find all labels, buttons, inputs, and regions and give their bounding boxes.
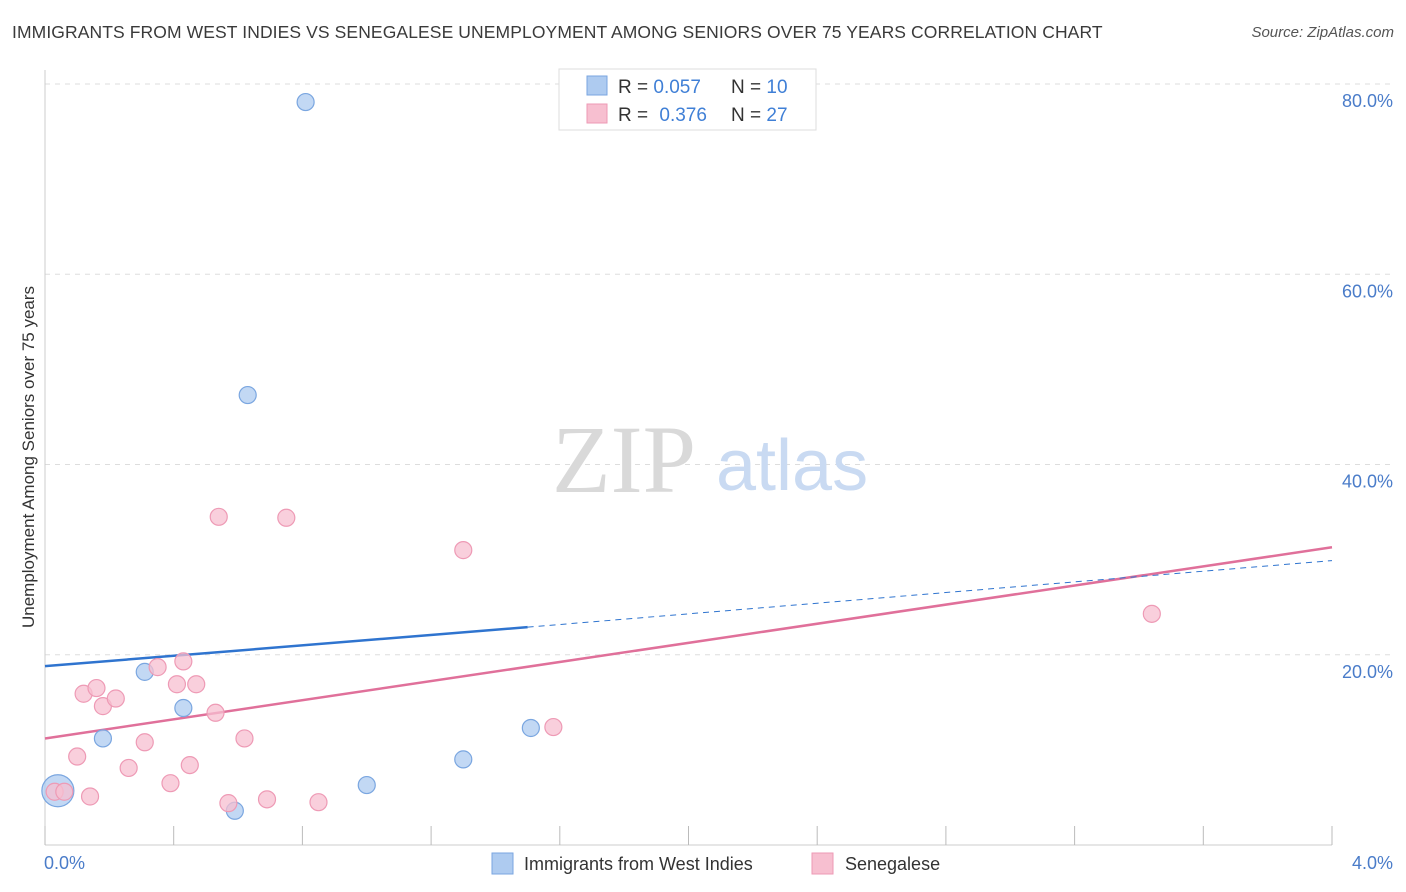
point-senegalese (235, 729, 254, 748)
stats-box: R = 0.057 N = 10 R = 0.376 N = 27 (558, 68, 817, 131)
point-senegalese (80, 787, 100, 806)
point-senegalese (119, 758, 138, 778)
legend-swatch-senegalese (811, 852, 834, 875)
svg-text:R = 0.057: R = 0.057 (618, 77, 701, 98)
y-axis-title: Unemployment Among Seniors over 75 years (19, 286, 38, 628)
stats-r-label: R = (618, 105, 653, 126)
stats-swatch-blue (586, 75, 608, 96)
stats-n-value-blue: 10 (766, 77, 787, 98)
point-west-indies (238, 385, 257, 405)
legend-label-senegalese: Senegalese (845, 854, 940, 874)
point-senegalese (135, 733, 154, 752)
point-senegalese (68, 747, 87, 766)
point-senegalese (1142, 604, 1161, 623)
point-senegalese (206, 703, 225, 722)
point-senegalese (187, 675, 206, 694)
data-points (41, 92, 1161, 820)
point-senegalese (277, 508, 296, 527)
legend-label-west-indies: Immigrants from West Indies (524, 854, 753, 874)
y-tick-labels: 20.0% 40.0% 60.0% 80.0% (1342, 91, 1393, 682)
x-axis-ticks (44, 826, 1333, 845)
point-senegalese (174, 652, 193, 671)
point-senegalese (544, 717, 563, 737)
point-senegalese (87, 678, 106, 698)
stats-r-value-pink: 0.376 (659, 105, 707, 126)
stats-swatch-pink (586, 103, 608, 124)
point-west-indies (521, 718, 540, 738)
svg-text:N = 27: N = 27 (731, 105, 788, 126)
point-west-indies (357, 775, 376, 795)
x-tick-label-max: 4.0% (1352, 853, 1393, 873)
trend-line-west-indies-extension (527, 560, 1333, 628)
point-senegalese (209, 507, 228, 526)
stats-r-label: R = (618, 77, 653, 98)
point-west-indies (174, 698, 193, 718)
grid-lines (45, 83, 1392, 656)
watermark: ZIP atlas (552, 406, 868, 513)
point-west-indies (93, 729, 113, 748)
point-senegalese (106, 689, 125, 708)
source-credit: Source: ZipAtlas.com (1251, 24, 1394, 41)
trend-line-west-indies (44, 625, 528, 668)
point-senegalese (55, 782, 74, 801)
y-tick-label: 40.0% (1342, 472, 1393, 492)
point-senegalese (309, 793, 328, 812)
point-senegalese (257, 790, 277, 809)
stats-n-label: N = (731, 105, 766, 126)
point-senegalese (219, 794, 238, 813)
point-senegalese (167, 675, 187, 694)
watermark-atlas: atlas (716, 426, 868, 506)
chart-title: IMMIGRANTS FROM WEST INDIES VS SENEGALES… (12, 22, 1103, 42)
point-senegalese (180, 755, 199, 775)
trend-line-senegalese (44, 546, 1333, 740)
y-tick-label: 80.0% (1342, 91, 1393, 111)
watermark-zip: ZIP (552, 406, 696, 513)
legend-swatch-west-indies (491, 852, 514, 875)
point-senegalese (454, 541, 473, 560)
legend: Immigrants from West Indies Senegalese (491, 852, 940, 875)
stats-n-value-pink: 27 (766, 105, 787, 126)
trend-lines (44, 546, 1333, 740)
point-senegalese (161, 774, 180, 793)
y-tick-label: 60.0% (1342, 281, 1393, 301)
point-senegalese (148, 658, 167, 677)
svg-text:N = 10: N = 10 (731, 77, 788, 98)
y-tick-label: 20.0% (1342, 662, 1393, 682)
point-west-indies (296, 92, 315, 112)
x-tick-label-min: 0.0% (44, 853, 85, 873)
stats-n-label: N = (731, 77, 766, 98)
stats-r-value-blue: 0.057 (653, 77, 701, 98)
svg-text:R = 0.376: R = 0.376 (618, 105, 707, 126)
point-west-indies (454, 750, 473, 769)
